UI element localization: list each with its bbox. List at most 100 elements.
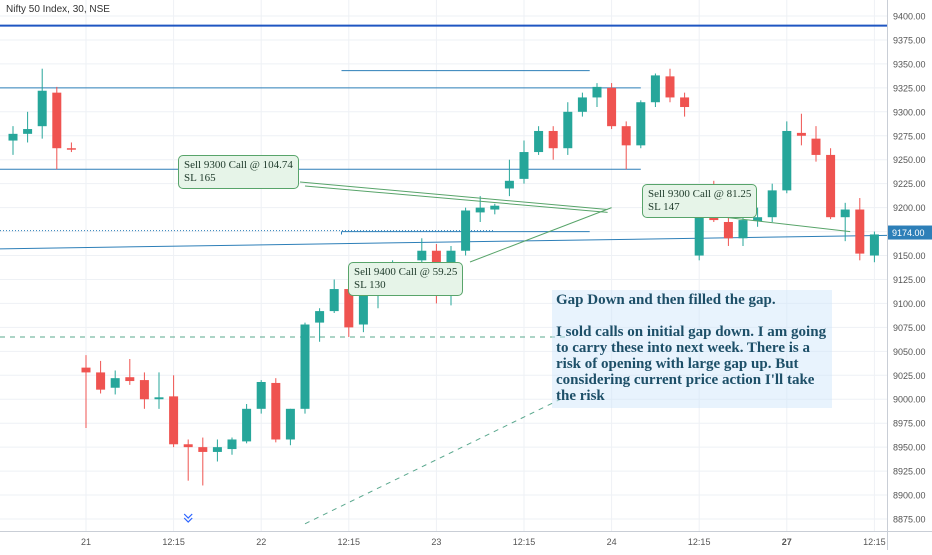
candle-body xyxy=(271,382,281,440)
y-tick-label: 9350.00 xyxy=(893,59,926,69)
candle xyxy=(738,217,748,246)
y-tick-label: 9400.00 xyxy=(893,12,926,22)
trade-callout-2[interactable]: Sell 9400 Call @ 59.25 SL 130 xyxy=(348,262,464,296)
candle-body xyxy=(154,397,164,400)
candle xyxy=(621,121,631,170)
y-tick-label: 8975.00 xyxy=(893,419,926,429)
y-tick-label: 9250.00 xyxy=(893,155,926,165)
candle-body xyxy=(125,377,135,382)
x-tick-label: 23 xyxy=(431,537,441,547)
y-tick-label: 9100.00 xyxy=(893,299,926,309)
candle-body xyxy=(212,447,222,452)
candle-body xyxy=(592,86,602,98)
y-tick-label: 9275.00 xyxy=(893,131,926,141)
candle xyxy=(23,111,33,143)
x-tick-label: 21 xyxy=(81,537,91,547)
candle xyxy=(548,126,558,160)
candle xyxy=(256,380,266,414)
y-tick-label: 9375.00 xyxy=(893,35,926,45)
candle xyxy=(8,126,18,155)
callout-3-line-1: Sell 9300 Call @ 81.25 xyxy=(648,188,752,200)
candle xyxy=(169,375,179,448)
candle-body xyxy=(563,111,573,149)
candle-body xyxy=(66,148,76,150)
candle-body xyxy=(52,92,62,149)
candle-body xyxy=(621,126,631,146)
y-tick-label: 9000.00 xyxy=(893,395,926,405)
candle xyxy=(242,404,252,444)
candle xyxy=(271,378,281,443)
y-tick-label: 9075.00 xyxy=(893,323,926,333)
y-tick-label: 8925.00 xyxy=(893,467,926,477)
trade-callout-3[interactable]: Sell 9300 Call @ 81.25 SL 147 xyxy=(642,184,758,218)
candle xyxy=(519,140,529,184)
candle-body xyxy=(139,380,149,400)
candle-body xyxy=(110,378,120,388)
candle xyxy=(315,308,325,342)
candle-body xyxy=(198,447,208,452)
trade-callout-1[interactable]: Sell 9300 Call @ 104.74 SL 165 xyxy=(178,155,299,189)
candle-body xyxy=(607,87,617,127)
candle xyxy=(212,439,222,462)
candle-body xyxy=(475,207,485,213)
y-tick-label: 9150.00 xyxy=(893,251,926,261)
y-tick-label: 8875.00 xyxy=(893,515,926,525)
candle-body xyxy=(169,396,179,445)
candle-body xyxy=(665,76,675,98)
candle-body xyxy=(519,152,529,179)
y-tick-label: 9200.00 xyxy=(893,203,926,213)
candle xyxy=(840,202,850,242)
trade-note[interactable]: Gap Down and then filled the gap. I sold… xyxy=(552,290,832,408)
candle xyxy=(52,86,62,170)
candle-body xyxy=(256,381,266,409)
candle xyxy=(285,408,295,446)
candle xyxy=(198,437,208,486)
note-body: I sold calls on initial gap down. I am g… xyxy=(556,324,827,404)
candle-body xyxy=(300,324,310,409)
candle xyxy=(329,279,339,314)
last-price-label: 9174.00 xyxy=(892,228,925,238)
candle-body xyxy=(8,133,18,141)
candle-body xyxy=(855,209,865,254)
candle xyxy=(81,355,91,428)
candle xyxy=(796,113,806,146)
candle-body xyxy=(534,130,544,153)
candle xyxy=(563,102,573,155)
candle xyxy=(869,231,879,263)
y-tick-label: 9125.00 xyxy=(893,275,926,285)
candle xyxy=(358,291,368,333)
candle-body xyxy=(680,97,690,108)
candle-body xyxy=(461,210,471,251)
candle-body xyxy=(782,130,792,191)
y-tick-label: 9225.00 xyxy=(893,179,926,189)
candle xyxy=(767,183,777,222)
callout-1-line-1: Sell 9300 Call @ 104.74 xyxy=(184,159,293,171)
x-tick-label: 24 xyxy=(607,537,617,547)
candle-body xyxy=(227,439,237,450)
candle xyxy=(811,126,821,162)
candle-body xyxy=(636,102,646,146)
candle xyxy=(227,437,237,455)
candle-body xyxy=(504,180,514,189)
candle xyxy=(826,148,836,220)
candle xyxy=(154,372,164,409)
candle-body xyxy=(826,154,836,218)
candle xyxy=(37,68,47,139)
y-tick-label: 9325.00 xyxy=(893,83,926,93)
chevron-down-icon xyxy=(183,513,193,523)
x-tick-label: 27 xyxy=(782,537,792,547)
candle xyxy=(753,207,763,227)
candle-body xyxy=(577,97,587,112)
y-tick-label: 9025.00 xyxy=(893,371,926,381)
candle xyxy=(110,370,120,395)
candle-body xyxy=(23,129,33,134)
callout-3-line-2: SL 147 xyxy=(648,201,680,213)
x-tick-label: 12:15 xyxy=(338,537,361,547)
candle xyxy=(592,83,602,108)
y-tick-label: 9050.00 xyxy=(893,347,926,357)
x-tick-label: 12:15 xyxy=(863,537,886,547)
y-tick-label: 8900.00 xyxy=(893,491,926,501)
candle-body xyxy=(183,444,193,448)
